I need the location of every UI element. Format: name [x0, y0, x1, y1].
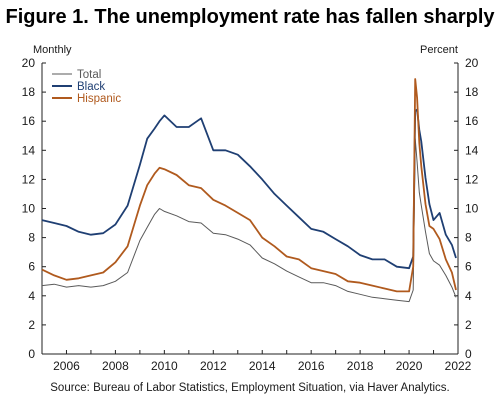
y-tick-label-left: 6: [28, 260, 35, 274]
y-tick-label-left: 12: [22, 172, 36, 186]
series-line-total: [41, 138, 457, 303]
x-tick-label: 2010: [151, 359, 178, 373]
x-tick-label: 2018: [347, 359, 374, 373]
y-tick-label-left: 0: [28, 347, 35, 361]
y-tick-label-right: 6: [465, 260, 472, 274]
chart-title: Figure 1. The unemployment rate has fall…: [5, 6, 495, 28]
y-tick-label-right: 8: [465, 231, 472, 245]
x-tick-label: 2022: [445, 359, 472, 373]
series-line-hispanic: [41, 78, 457, 293]
legend-label-black: Black: [77, 81, 105, 93]
series-line-black: [41, 108, 457, 270]
legend-label-total: Total: [77, 69, 101, 81]
chart-lines: [41, 78, 457, 303]
legend-label-hispanic: Hispanic: [77, 93, 121, 105]
x-tick-label: 2020: [396, 359, 423, 373]
y-tick-label-right: 14: [465, 143, 479, 157]
y-tick-label-left: 20: [22, 56, 36, 70]
y-tick-label-right: 12: [465, 172, 479, 186]
x-tick-label: 2006: [53, 359, 80, 373]
y-tick-label-right: 20: [465, 56, 479, 70]
y-tick-label-left: 2: [28, 318, 35, 332]
y-tick-label-left: 14: [22, 143, 36, 157]
y-tick-label-right: 2: [465, 318, 472, 332]
y-tick-label-left: 4: [28, 289, 35, 303]
right-axis-unit: Percent: [420, 44, 458, 56]
left-axis-unit: Monthly: [33, 44, 72, 56]
x-tick-label: 2014: [249, 359, 276, 373]
y-tick-label-right: 10: [465, 202, 479, 216]
y-tick-label-right: 0: [465, 347, 472, 361]
y-tick-label-right: 4: [465, 289, 472, 303]
y-tick-label-left: 18: [22, 85, 36, 99]
y-tick-label-right: 18: [465, 85, 479, 99]
y-tick-label-left: 8: [28, 231, 35, 245]
y-tick-label-right: 16: [465, 114, 479, 128]
source-note: Source: Bureau of Labor Statistics, Empl…: [50, 382, 450, 394]
y-tick-label-left: 10: [22, 202, 36, 216]
x-tick-label: 2012: [200, 359, 227, 373]
x-tick-label: 2008: [102, 359, 129, 373]
x-tick-label: 2016: [298, 359, 325, 373]
y-tick-label-left: 16: [22, 114, 36, 128]
